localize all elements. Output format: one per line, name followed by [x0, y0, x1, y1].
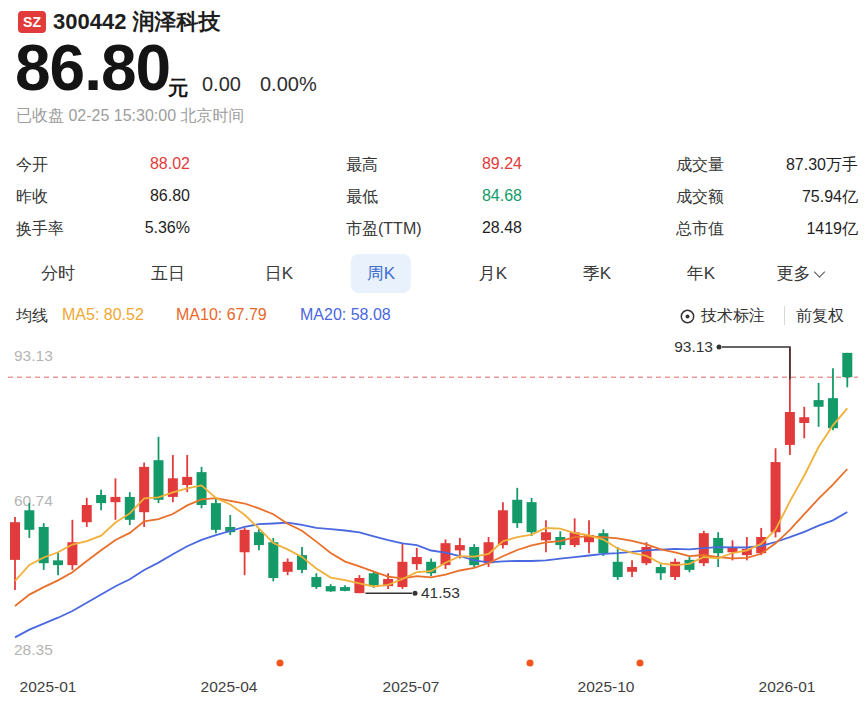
event-dot — [527, 660, 534, 667]
kline-chart[interactable]: 93.13 60.74 28.35 93.13 41.53 2025-01 2025-04 2… — [0, 0, 867, 705]
y-axis-label: 28.35 — [14, 641, 53, 658]
y-axis-label: 60.74 — [14, 492, 53, 509]
stock-detail-page: SZ 300442 润泽科技 86.80 元 0.00 0.00% 已收盘 02… — [0, 0, 867, 705]
x-axis-label: 2025-07 — [383, 678, 440, 695]
x-axis-label: 2025-01 — [20, 678, 77, 695]
x-axis-label: 2025-10 — [578, 678, 635, 695]
x-axis-label: 2026-01 — [759, 678, 816, 695]
high-annotation-line — [722, 347, 790, 379]
event-dot — [637, 660, 644, 667]
x-axis-label: 2025-04 — [201, 678, 258, 695]
y-axis-label: 93.13 — [14, 347, 53, 364]
high-annotation-label: 93.13 — [674, 338, 713, 355]
event-dot — [277, 660, 284, 667]
low-annotation-label: 41.53 — [421, 584, 460, 601]
